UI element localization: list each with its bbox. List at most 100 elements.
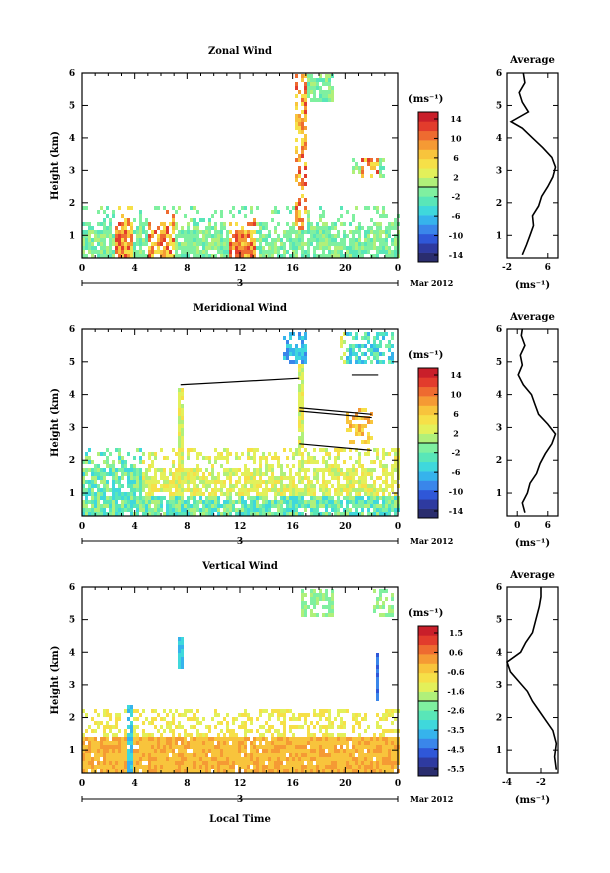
field-cell xyxy=(373,500,376,504)
field-cell xyxy=(82,765,85,769)
field-cell xyxy=(352,242,355,246)
field-cell xyxy=(340,512,343,516)
field-cell xyxy=(223,226,226,230)
colorbar-tick-label: 2 xyxy=(453,428,459,438)
field-cell xyxy=(232,733,235,737)
field-cell xyxy=(358,230,361,234)
field-cell xyxy=(205,238,208,242)
field-cell xyxy=(367,725,370,729)
field-cell xyxy=(208,242,211,246)
field-cell xyxy=(178,725,181,729)
field-cell xyxy=(334,476,337,480)
field-cell xyxy=(391,242,394,246)
field-cell xyxy=(202,472,205,476)
field-cell xyxy=(244,713,247,717)
field-cell xyxy=(259,713,262,717)
field-cell xyxy=(280,238,283,242)
field-cell xyxy=(352,472,355,476)
field-cell xyxy=(241,508,244,512)
field-cell xyxy=(364,717,367,721)
field-cell xyxy=(373,765,376,769)
field-cell xyxy=(373,166,376,170)
field-cell xyxy=(88,456,91,460)
field-cell xyxy=(154,765,157,769)
field-cell xyxy=(232,741,235,745)
avg-x-tick-label: -4 xyxy=(502,778,512,788)
field-cell xyxy=(124,761,127,765)
field-cell xyxy=(211,745,214,749)
field-cell xyxy=(292,492,295,496)
field-cell xyxy=(316,496,319,500)
field-cell xyxy=(382,456,385,460)
field-cell xyxy=(280,488,283,492)
field-cell xyxy=(391,609,394,613)
field-cell xyxy=(178,472,181,476)
field-cell xyxy=(355,717,358,721)
field-cell xyxy=(109,757,112,761)
field-cell xyxy=(82,480,85,484)
field-cell xyxy=(241,749,244,753)
field-cell xyxy=(328,613,331,617)
field-cell xyxy=(136,508,139,512)
field-cell xyxy=(184,472,187,476)
field-cell xyxy=(361,246,364,250)
field-cell xyxy=(343,512,346,516)
avg-y-tick-label: 2 xyxy=(496,714,502,724)
field-cell xyxy=(100,488,103,492)
field-cell xyxy=(325,234,328,238)
field-cell xyxy=(307,605,310,609)
field-cell xyxy=(211,741,214,745)
field-cell xyxy=(184,480,187,484)
field-cell xyxy=(307,741,310,745)
field-cell xyxy=(376,476,379,480)
field-cell xyxy=(367,737,370,741)
field-cell xyxy=(394,218,397,222)
field-cell xyxy=(241,496,244,500)
field-cell xyxy=(304,146,307,150)
field-cell xyxy=(346,234,349,238)
field-cell xyxy=(208,472,211,476)
field-cell xyxy=(109,230,112,234)
field-cell xyxy=(352,464,355,468)
field-cell xyxy=(235,456,238,460)
field-cell xyxy=(253,508,256,512)
field-cell xyxy=(145,242,148,246)
field-cell xyxy=(178,504,181,508)
field-cell xyxy=(82,254,85,258)
field-cell xyxy=(346,468,349,472)
field-cell xyxy=(379,340,382,344)
field-cell xyxy=(298,364,301,368)
field-cell xyxy=(358,737,361,741)
field-cell xyxy=(241,745,244,749)
field-cell xyxy=(370,472,373,476)
field-cell xyxy=(259,745,262,749)
field-cell xyxy=(244,472,247,476)
field-cell xyxy=(217,472,220,476)
field-cell xyxy=(244,480,247,484)
field-cell xyxy=(322,468,325,472)
field-cell xyxy=(295,126,298,130)
avg-y-tick-label: 2 xyxy=(496,456,502,466)
field-cell xyxy=(88,761,91,765)
field-cell xyxy=(178,242,181,246)
field-cell xyxy=(226,504,229,508)
field-cell xyxy=(310,82,313,86)
field-cell xyxy=(298,332,301,336)
field-cell xyxy=(349,480,352,484)
field-cell xyxy=(187,500,190,504)
y-tick-label: 1 xyxy=(69,489,75,499)
field-cell xyxy=(121,504,124,508)
field-cell xyxy=(121,500,124,504)
field-cell xyxy=(292,480,295,484)
field-cell xyxy=(286,476,289,480)
field-cell xyxy=(250,488,253,492)
connector-line xyxy=(180,377,300,386)
field-cell xyxy=(226,230,229,234)
field-cell xyxy=(91,765,94,769)
field-cell xyxy=(253,504,256,508)
field-cell xyxy=(334,246,337,250)
field-cell xyxy=(154,725,157,729)
field-cell xyxy=(235,246,238,250)
field-cell xyxy=(322,448,325,452)
field-cell xyxy=(289,448,292,452)
